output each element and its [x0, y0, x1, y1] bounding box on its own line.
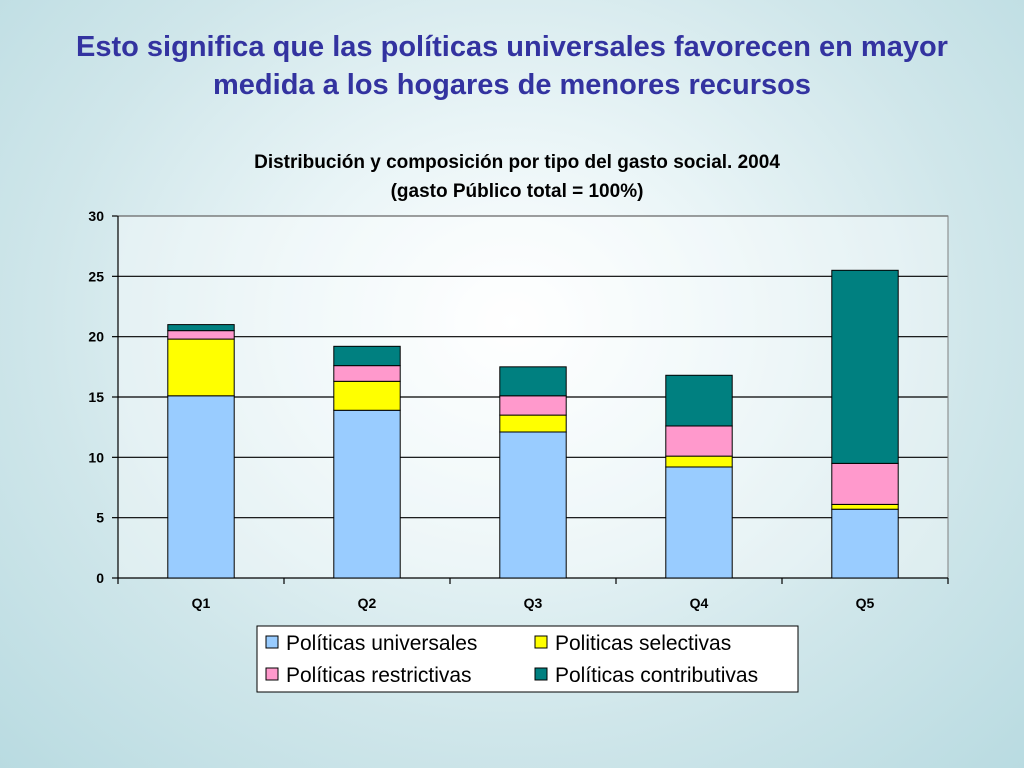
- chart-subtitle: (gasto Público total = 100%): [391, 181, 644, 202]
- chart-title: Distribución y composición por tipo del …: [254, 152, 780, 173]
- bar-q3-series-2: [499, 395, 567, 416]
- bar-q3-series-3: [499, 366, 567, 397]
- bar-q2-series-0: [333, 409, 401, 579]
- slide-title: Esto significa que las políticas univers…: [20, 28, 1004, 104]
- x-tick-label-q2: Q2: [358, 595, 377, 611]
- legend-swatch-0: [265, 635, 279, 649]
- legend-label-1: Politicas selectivas: [555, 632, 731, 655]
- bar-q4-series-0: [665, 466, 733, 579]
- bar-q4-series-1: [665, 455, 733, 468]
- bar-q5-series-1: [831, 503, 899, 510]
- legend-swatch-2: [265, 667, 279, 681]
- bar-q4-series-2: [665, 425, 733, 457]
- y-tick-label-15: 15: [88, 389, 104, 405]
- bar-q3-series-1: [499, 414, 567, 433]
- legend-box: [256, 625, 799, 693]
- bar-q4-series-3: [665, 374, 733, 427]
- bar-q2-series-1: [333, 380, 401, 411]
- slide-title-line-2: medida a los hogares de menores recursos: [213, 69, 811, 101]
- bar-q1-series-3: [167, 324, 235, 332]
- legend-label-0: Políticas universales: [286, 632, 477, 655]
- bar-q2-series-2: [333, 365, 401, 382]
- bar-q5-series-0: [831, 508, 899, 579]
- y-tick-label-0: 0: [96, 570, 104, 586]
- y-tick-label-10: 10: [88, 449, 104, 465]
- legend-swatch-3: [534, 667, 548, 681]
- x-tick-label-q1: Q1: [192, 595, 211, 611]
- legend-swatch-1: [534, 635, 548, 649]
- bar-q2-series-3: [333, 345, 401, 367]
- y-tick-label-5: 5: [96, 510, 104, 526]
- y-tick-label-30: 30: [88, 208, 104, 224]
- x-tick-label-q4: Q4: [690, 595, 709, 611]
- slide-title-line-1: Esto significa que las políticas univers…: [76, 31, 948, 63]
- bar-q1-series-2: [167, 330, 235, 340]
- y-tick-label-20: 20: [88, 329, 104, 345]
- bar-q1-series-0: [167, 395, 235, 579]
- x-tick-label-q3: Q3: [524, 595, 543, 611]
- legend: Políticas universales Politicas selectiva…: [256, 625, 799, 693]
- legend-label-3: Políticas contributivas: [555, 664, 758, 687]
- bar-q5-series-3: [831, 269, 899, 464]
- x-tick-label-q5: Q5: [856, 595, 875, 611]
- y-tick-label-25: 25: [88, 268, 104, 284]
- bar-q3-series-0: [499, 431, 567, 579]
- plot-area: 0 5 10 15 20 25 30 Q1 Q2 Q3 Q4 Q5: [88, 208, 949, 611]
- bar-q1-series-1: [167, 338, 235, 397]
- legend-label-2: Políticas restrictivas: [286, 664, 472, 687]
- bar-q5-series-2: [831, 462, 899, 505]
